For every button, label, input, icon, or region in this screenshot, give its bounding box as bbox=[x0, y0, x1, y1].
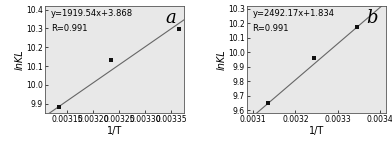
Point bbox=[265, 102, 271, 104]
X-axis label: 1/T: 1/T bbox=[309, 126, 324, 136]
Text: y=1919.54x+3.868: y=1919.54x+3.868 bbox=[51, 9, 133, 18]
Point bbox=[176, 28, 182, 30]
Text: R=0.991: R=0.991 bbox=[252, 24, 289, 33]
Point bbox=[108, 59, 114, 61]
Text: R=0.991: R=0.991 bbox=[51, 24, 87, 33]
Text: b: b bbox=[367, 9, 378, 27]
Point bbox=[354, 26, 360, 28]
Point bbox=[56, 105, 62, 108]
Text: y=2492.17x+1.834: y=2492.17x+1.834 bbox=[252, 9, 334, 18]
Text: a: a bbox=[165, 9, 176, 27]
Y-axis label: lnKL: lnKL bbox=[216, 49, 227, 70]
Y-axis label: lnKL: lnKL bbox=[15, 49, 25, 70]
Point bbox=[311, 57, 318, 59]
X-axis label: 1/T: 1/T bbox=[107, 126, 122, 136]
